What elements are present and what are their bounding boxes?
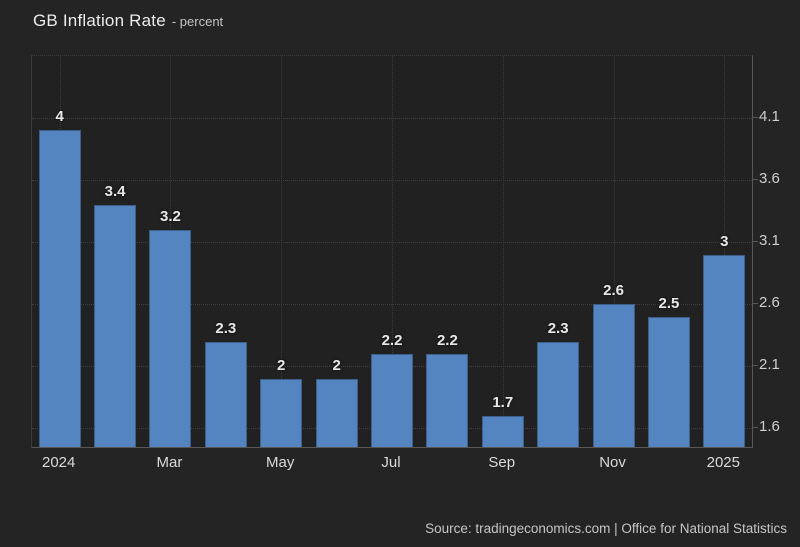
y-axis-label: 2.1 [759,356,780,374]
x-axis-label: 2025 [706,454,740,471]
x-axis-label: Nov [599,454,626,471]
y-axis-tick [753,427,758,429]
x-axis-label: Sep [488,454,516,471]
inflation-bar[interactable] [315,378,358,447]
y-axis-tick [753,303,758,305]
y-axis-tick [753,117,758,119]
bar-value-label: 2.3 [547,319,569,337]
y-axis-tick [753,241,758,243]
bar-value-label: 2 [277,356,286,374]
gridline-vertical [724,56,726,447]
plot-area[interactable]: 4 3.4 3.2 2.3 2 2 2.2 2.2 1.7 2.3 2.6 2.5 3 [31,55,753,448]
gridline-vertical [613,56,615,447]
bar-value-label: 2.2 [436,331,458,349]
inflation-bar[interactable] [426,353,469,447]
y-axis-label: 4.1 [759,108,780,126]
inflation-bar[interactable] [38,130,81,447]
bar-value-label: 1.7 [492,393,514,411]
chart-header: GB Inflation Rate - percent [33,11,223,31]
x-axis-label: 2024 [42,454,76,471]
source-text: Source: tradingeconomics.com | Office fo… [425,521,787,536]
inflation-bar[interactable] [703,254,746,447]
inflation-bar[interactable] [537,341,580,447]
bar-value-label: 3.4 [104,182,126,200]
chart-subtitle: - percent [171,14,224,29]
y-axis-label: 3.1 [759,232,780,250]
y-axis-tick [753,365,758,367]
bar-value-label: 2.5 [658,294,680,312]
x-axis-label: Jul [381,454,401,471]
inflation-bar[interactable] [647,316,690,447]
x-axis-label: Mar [156,454,183,471]
chart-title: GB Inflation Rate [33,11,166,30]
bar-value-label: 2.2 [381,331,403,349]
inflation-bar[interactable] [149,229,192,447]
inflation-bar[interactable] [94,204,137,447]
bar-value-label: 2.3 [215,319,237,337]
y-axis-label: 2.6 [759,294,780,312]
bar-value-label: 2.6 [603,282,624,300]
source-bar: Source: tradingeconomics.com | Office fo… [425,521,787,536]
y-axis-label: 3.6 [759,170,780,188]
bar-value-label: 4 [55,108,64,126]
inflation-bar[interactable] [260,378,303,447]
bar-value-label: 3 [720,232,729,250]
gridline-vertical [502,56,504,447]
y-axis-label: 1.6 [759,418,780,436]
gridline-vertical [392,56,393,447]
inflation-bar[interactable] [204,341,247,447]
y-axis-tick [753,179,758,181]
bar-value-label: 2 [332,356,341,374]
inflation-bar[interactable] [371,353,413,447]
bar-value-label: 3.2 [160,207,181,225]
inflation-bar[interactable] [592,304,635,447]
inflation-bar[interactable] [481,415,524,447]
gridline-vertical [281,56,283,447]
x-axis-label: May [266,454,295,471]
